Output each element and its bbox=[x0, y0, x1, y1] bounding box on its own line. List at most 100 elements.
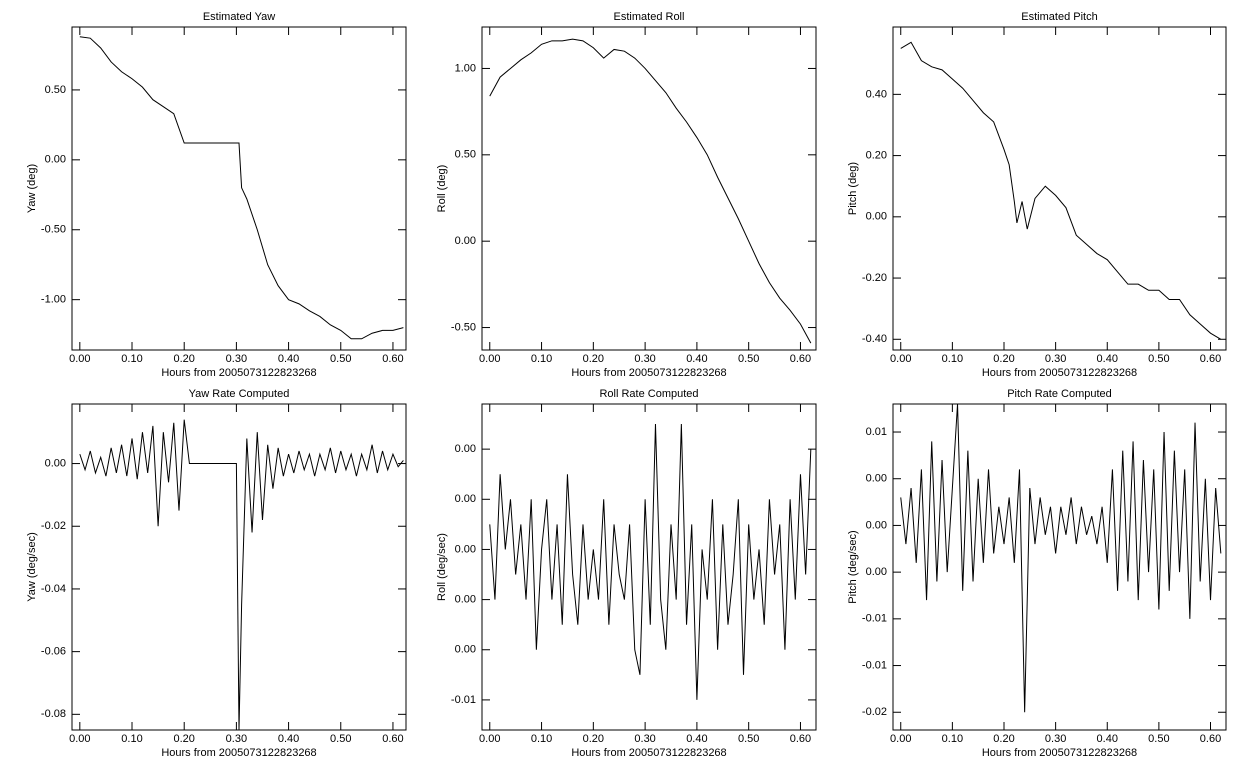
x-tick-label: 0.10 bbox=[121, 353, 142, 365]
y-tick-label: -0.02 bbox=[41, 520, 66, 532]
y-tick-label: 0.00 bbox=[455, 644, 476, 656]
x-tick-label: 0.10 bbox=[942, 353, 963, 365]
y-tick-label: 1.00 bbox=[455, 62, 476, 74]
y-tick-label: 0.00 bbox=[455, 543, 476, 555]
chart-title: Estimated Yaw bbox=[203, 11, 275, 23]
x-tick-label: 0.20 bbox=[993, 733, 1014, 745]
x-tick-label: 0.20 bbox=[173, 733, 194, 745]
chart-title: Yaw Rate Computed bbox=[189, 388, 290, 400]
y-tick-label: -0.20 bbox=[862, 272, 887, 284]
y-tick-label: -0.40 bbox=[862, 333, 887, 345]
y-tick-label: 0.00 bbox=[866, 211, 887, 223]
x-tick-label: 0.30 bbox=[226, 733, 247, 745]
y-tick-label: -0.08 bbox=[41, 708, 66, 720]
y-tick-label: -1.00 bbox=[41, 294, 66, 306]
data-line bbox=[489, 38, 812, 344]
x-tick-label: 0.50 bbox=[738, 353, 759, 365]
x-tick-label: 0.40 bbox=[278, 353, 299, 365]
x-tick-label: 0.50 bbox=[330, 733, 351, 745]
y-axis-label: Roll (deg/sec) bbox=[436, 533, 448, 601]
y-tick-label: 0.00 bbox=[455, 443, 476, 455]
x-tick-label: 0.40 bbox=[1097, 733, 1118, 745]
x-tick-label: 0.50 bbox=[1148, 353, 1169, 365]
x-tick-label: 0.50 bbox=[738, 733, 759, 745]
y-tick-label: 0.00 bbox=[455, 493, 476, 505]
x-tick-label: 0.30 bbox=[1045, 733, 1066, 745]
plot-frame bbox=[481, 403, 817, 731]
y-tick-label: 0.00 bbox=[455, 235, 476, 247]
y-tick-label: 0.50 bbox=[455, 149, 476, 161]
y-tick-label: -0.50 bbox=[41, 224, 66, 236]
x-tick-label: 0.60 bbox=[790, 353, 811, 365]
x-axis-label: Hours from 2005073122823268 bbox=[571, 747, 726, 759]
x-tick-label: 0.50 bbox=[1148, 733, 1169, 745]
x-tick-label: 0.10 bbox=[531, 733, 552, 745]
x-tick-label: 0.20 bbox=[583, 733, 604, 745]
x-axis-label: Hours from 2005073122823268 bbox=[571, 367, 726, 379]
x-axis-label: Hours from 2005073122823268 bbox=[161, 747, 316, 759]
y-tick-label: 0.00 bbox=[45, 457, 66, 469]
chart-title: Roll Rate Computed bbox=[599, 388, 698, 400]
x-tick-label: 0.30 bbox=[634, 733, 655, 745]
y-tick-label: -0.50 bbox=[451, 321, 476, 333]
x-tick-label: 0.20 bbox=[993, 353, 1014, 365]
plot-frame bbox=[892, 403, 1227, 731]
y-tick-label: 0.00 bbox=[455, 594, 476, 606]
plot-frame bbox=[892, 26, 1227, 351]
x-tick-label: 0.60 bbox=[790, 733, 811, 745]
y-tick-label: -0.01 bbox=[862, 613, 887, 625]
x-tick-label: 0.60 bbox=[1200, 733, 1221, 745]
x-tick-label: 0.00 bbox=[479, 733, 500, 745]
x-tick-label: 0.40 bbox=[278, 733, 299, 745]
y-tick-label: 0.00 bbox=[45, 154, 66, 166]
x-tick-label: 0.30 bbox=[1045, 353, 1066, 365]
chart-title: Pitch Rate Computed bbox=[1007, 388, 1112, 400]
x-axis-label: Hours from 2005073122823268 bbox=[161, 367, 316, 379]
x-tick-label: 0.40 bbox=[686, 353, 707, 365]
x-tick-label: 0.40 bbox=[686, 733, 707, 745]
data-line bbox=[79, 36, 404, 340]
x-tick-label: 0.10 bbox=[942, 733, 963, 745]
x-tick-label: 0.00 bbox=[69, 733, 90, 745]
x-tick-label: 0.00 bbox=[890, 733, 911, 745]
data-line bbox=[900, 403, 1222, 713]
x-tick-label: 0.60 bbox=[1200, 353, 1221, 365]
x-tick-label: 0.50 bbox=[330, 353, 351, 365]
x-tick-label: 0.00 bbox=[890, 353, 911, 365]
y-axis-label: Pitch (deg) bbox=[847, 162, 859, 215]
y-tick-label: -0.01 bbox=[862, 659, 887, 671]
y-axis-label: Roll (deg) bbox=[436, 165, 448, 213]
y-axis-label: Pitch (deg/sec) bbox=[847, 530, 859, 603]
y-tick-label: 0.00 bbox=[866, 519, 887, 531]
x-tick-label: 0.00 bbox=[479, 353, 500, 365]
data-line bbox=[900, 41, 1222, 340]
data-line bbox=[79, 419, 404, 731]
y-tick-label: -0.02 bbox=[862, 706, 887, 718]
x-tick-label: 0.10 bbox=[121, 733, 142, 745]
y-tick-label: 0.00 bbox=[866, 566, 887, 578]
y-tick-label: 0.50 bbox=[45, 84, 66, 96]
plot-frame bbox=[481, 26, 817, 351]
y-tick-label: -0.04 bbox=[41, 583, 66, 595]
y-tick-label: 0.00 bbox=[866, 473, 887, 485]
y-axis-label: Yaw (deg/sec) bbox=[26, 532, 38, 602]
data-line bbox=[489, 424, 812, 700]
y-axis-label: Yaw (deg) bbox=[26, 164, 38, 213]
y-tick-label: -0.01 bbox=[451, 694, 476, 706]
x-tick-label: 0.00 bbox=[69, 353, 90, 365]
x-axis-label: Hours from 2005073122823268 bbox=[982, 747, 1137, 759]
x-tick-label: 0.30 bbox=[226, 353, 247, 365]
x-tick-label: 0.20 bbox=[583, 353, 604, 365]
x-axis-label: Hours from 2005073122823268 bbox=[982, 367, 1137, 379]
x-tick-label: 0.60 bbox=[382, 733, 403, 745]
x-tick-label: 0.60 bbox=[382, 353, 403, 365]
plot-frame bbox=[71, 26, 407, 351]
y-tick-label: -0.06 bbox=[41, 646, 66, 658]
chart-title: Estimated Roll bbox=[614, 11, 685, 23]
y-tick-label: 0.01 bbox=[866, 426, 887, 438]
x-tick-label: 0.20 bbox=[173, 353, 194, 365]
chart-title: Estimated Pitch bbox=[1021, 11, 1097, 23]
x-tick-label: 0.30 bbox=[634, 353, 655, 365]
y-tick-label: 0.40 bbox=[866, 88, 887, 100]
